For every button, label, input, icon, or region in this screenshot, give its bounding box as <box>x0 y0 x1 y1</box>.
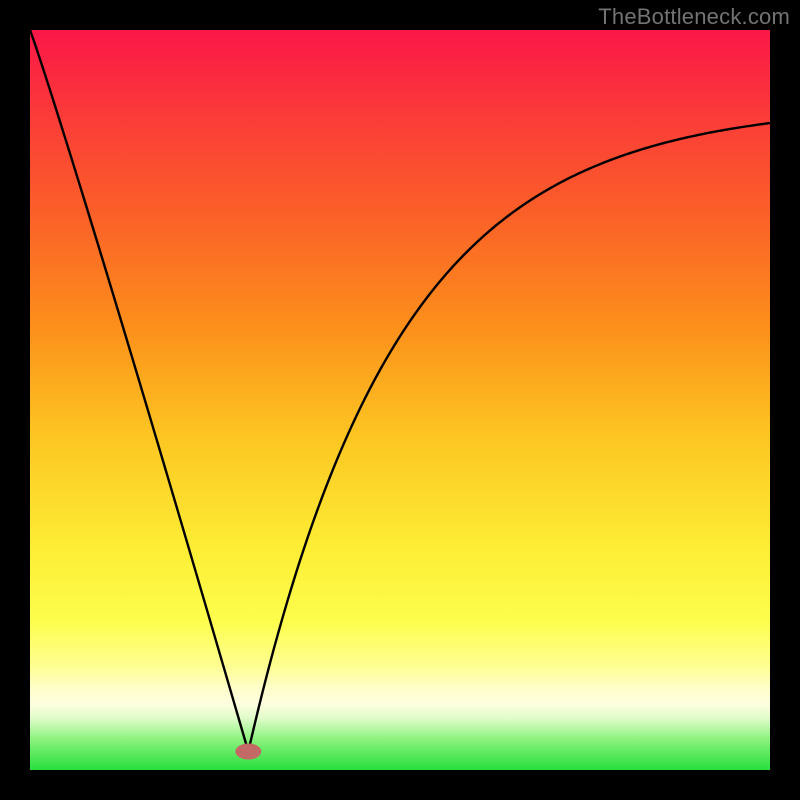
plot-background <box>30 30 770 770</box>
watermark-text: TheBottleneck.com <box>598 4 790 30</box>
optimal-point-marker <box>235 744 261 760</box>
plot-svg <box>30 30 770 770</box>
plot-area <box>30 30 770 770</box>
chart-container: TheBottleneck.com <box>0 0 800 800</box>
